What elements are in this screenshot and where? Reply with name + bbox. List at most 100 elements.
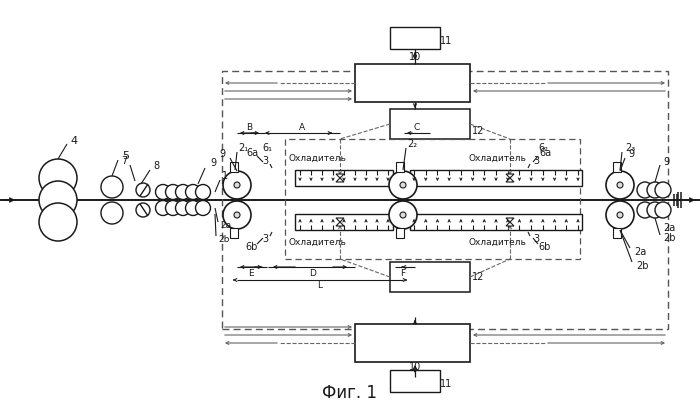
Bar bbox=[390, 109, 470, 139]
Polygon shape bbox=[336, 178, 344, 182]
Circle shape bbox=[155, 184, 171, 199]
Bar bbox=[355, 324, 470, 362]
Bar bbox=[410, 170, 582, 186]
Circle shape bbox=[195, 184, 211, 199]
Text: A: A bbox=[299, 123, 305, 131]
Bar bbox=[613, 162, 621, 172]
Text: 6₁: 6₁ bbox=[262, 143, 272, 153]
Polygon shape bbox=[506, 218, 514, 222]
Bar bbox=[390, 370, 440, 392]
Circle shape bbox=[617, 182, 623, 188]
Bar bbox=[396, 162, 404, 172]
Text: 9: 9 bbox=[219, 149, 225, 159]
Circle shape bbox=[400, 212, 406, 218]
Circle shape bbox=[617, 212, 623, 218]
Text: 2₃: 2₃ bbox=[625, 143, 636, 153]
Text: 9: 9 bbox=[663, 157, 669, 167]
Bar bbox=[355, 64, 470, 102]
Circle shape bbox=[606, 171, 634, 199]
Circle shape bbox=[647, 202, 663, 218]
Circle shape bbox=[195, 201, 211, 215]
Circle shape bbox=[101, 202, 123, 224]
Circle shape bbox=[39, 159, 77, 197]
Circle shape bbox=[136, 183, 150, 197]
Text: E: E bbox=[248, 269, 254, 278]
Circle shape bbox=[655, 202, 671, 218]
Text: 8: 8 bbox=[153, 161, 159, 171]
Text: 4: 4 bbox=[70, 136, 77, 146]
Text: Фиг. 1: Фиг. 1 bbox=[323, 384, 377, 402]
Circle shape bbox=[165, 184, 181, 199]
Text: 5: 5 bbox=[122, 151, 129, 161]
Text: F: F bbox=[400, 269, 405, 278]
Circle shape bbox=[234, 212, 240, 218]
Text: 2₂: 2₂ bbox=[407, 139, 417, 149]
Text: 6a: 6a bbox=[539, 148, 551, 158]
Circle shape bbox=[637, 182, 653, 198]
Text: Охладитель: Охладитель bbox=[288, 238, 346, 247]
Text: 3: 3 bbox=[533, 234, 539, 244]
Circle shape bbox=[101, 176, 123, 198]
Text: 10: 10 bbox=[409, 52, 421, 62]
Text: 6b: 6b bbox=[246, 242, 258, 252]
Text: 6b: 6b bbox=[539, 242, 551, 252]
Text: 11: 11 bbox=[440, 379, 452, 389]
Text: 10: 10 bbox=[409, 362, 421, 372]
Circle shape bbox=[155, 201, 171, 215]
Circle shape bbox=[176, 201, 190, 215]
Text: L: L bbox=[318, 282, 323, 291]
Text: C: C bbox=[414, 123, 420, 131]
Polygon shape bbox=[336, 218, 344, 222]
Text: Охладитель: Охладитель bbox=[468, 153, 526, 162]
Circle shape bbox=[223, 171, 251, 199]
Text: B: B bbox=[246, 123, 252, 131]
Polygon shape bbox=[506, 178, 514, 182]
Bar bbox=[410, 214, 582, 230]
Circle shape bbox=[655, 182, 671, 198]
Text: 2a: 2a bbox=[220, 221, 231, 230]
Polygon shape bbox=[336, 174, 344, 178]
Bar bbox=[222, 71, 668, 329]
Circle shape bbox=[389, 201, 417, 229]
Bar bbox=[390, 262, 470, 292]
Circle shape bbox=[186, 184, 200, 199]
Text: 6a: 6a bbox=[246, 148, 258, 158]
Circle shape bbox=[39, 181, 77, 219]
Text: 3: 3 bbox=[262, 234, 268, 244]
Bar bbox=[230, 228, 238, 238]
Bar bbox=[295, 214, 393, 230]
Circle shape bbox=[186, 201, 200, 215]
Bar bbox=[390, 27, 440, 49]
Bar bbox=[396, 228, 404, 238]
Text: 9: 9 bbox=[628, 149, 634, 159]
Text: Охладитель: Охладитель bbox=[468, 238, 526, 247]
Text: 2b: 2b bbox=[663, 233, 676, 243]
Text: 2₁: 2₁ bbox=[238, 143, 248, 153]
Circle shape bbox=[389, 171, 417, 199]
Polygon shape bbox=[506, 174, 514, 178]
Circle shape bbox=[223, 201, 251, 229]
Text: 2b: 2b bbox=[636, 261, 648, 271]
Circle shape bbox=[400, 182, 406, 188]
Circle shape bbox=[234, 182, 240, 188]
Circle shape bbox=[637, 202, 653, 218]
Circle shape bbox=[165, 201, 181, 215]
Text: 6₂: 6₂ bbox=[538, 143, 548, 153]
Circle shape bbox=[39, 203, 77, 241]
Bar bbox=[230, 162, 238, 172]
Text: 12: 12 bbox=[472, 272, 484, 282]
Circle shape bbox=[136, 203, 150, 217]
Circle shape bbox=[176, 184, 190, 199]
Text: 3: 3 bbox=[533, 156, 539, 166]
Circle shape bbox=[606, 201, 634, 229]
Text: 9: 9 bbox=[210, 158, 216, 168]
Text: 2a: 2a bbox=[663, 223, 676, 233]
Text: 7: 7 bbox=[120, 156, 127, 166]
Circle shape bbox=[647, 182, 663, 198]
Bar bbox=[295, 170, 393, 186]
Bar bbox=[613, 228, 621, 238]
Text: 12: 12 bbox=[472, 126, 484, 136]
Text: Охладитель: Охладитель bbox=[288, 153, 346, 162]
Polygon shape bbox=[336, 222, 344, 226]
Bar bbox=[285, 139, 580, 259]
